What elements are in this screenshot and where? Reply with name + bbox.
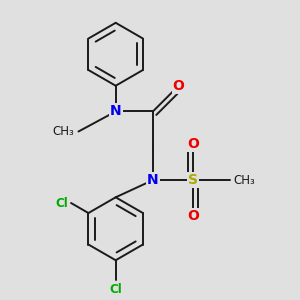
Text: O: O — [187, 209, 199, 223]
Text: CH₃: CH₃ — [52, 125, 74, 138]
Text: Cl: Cl — [109, 283, 122, 296]
Text: S: S — [188, 173, 198, 187]
Text: N: N — [147, 173, 159, 187]
Text: Cl: Cl — [56, 196, 68, 209]
Text: O: O — [173, 79, 184, 93]
Text: CH₃: CH₃ — [233, 174, 255, 187]
Text: O: O — [187, 137, 199, 152]
Text: N: N — [110, 104, 122, 118]
